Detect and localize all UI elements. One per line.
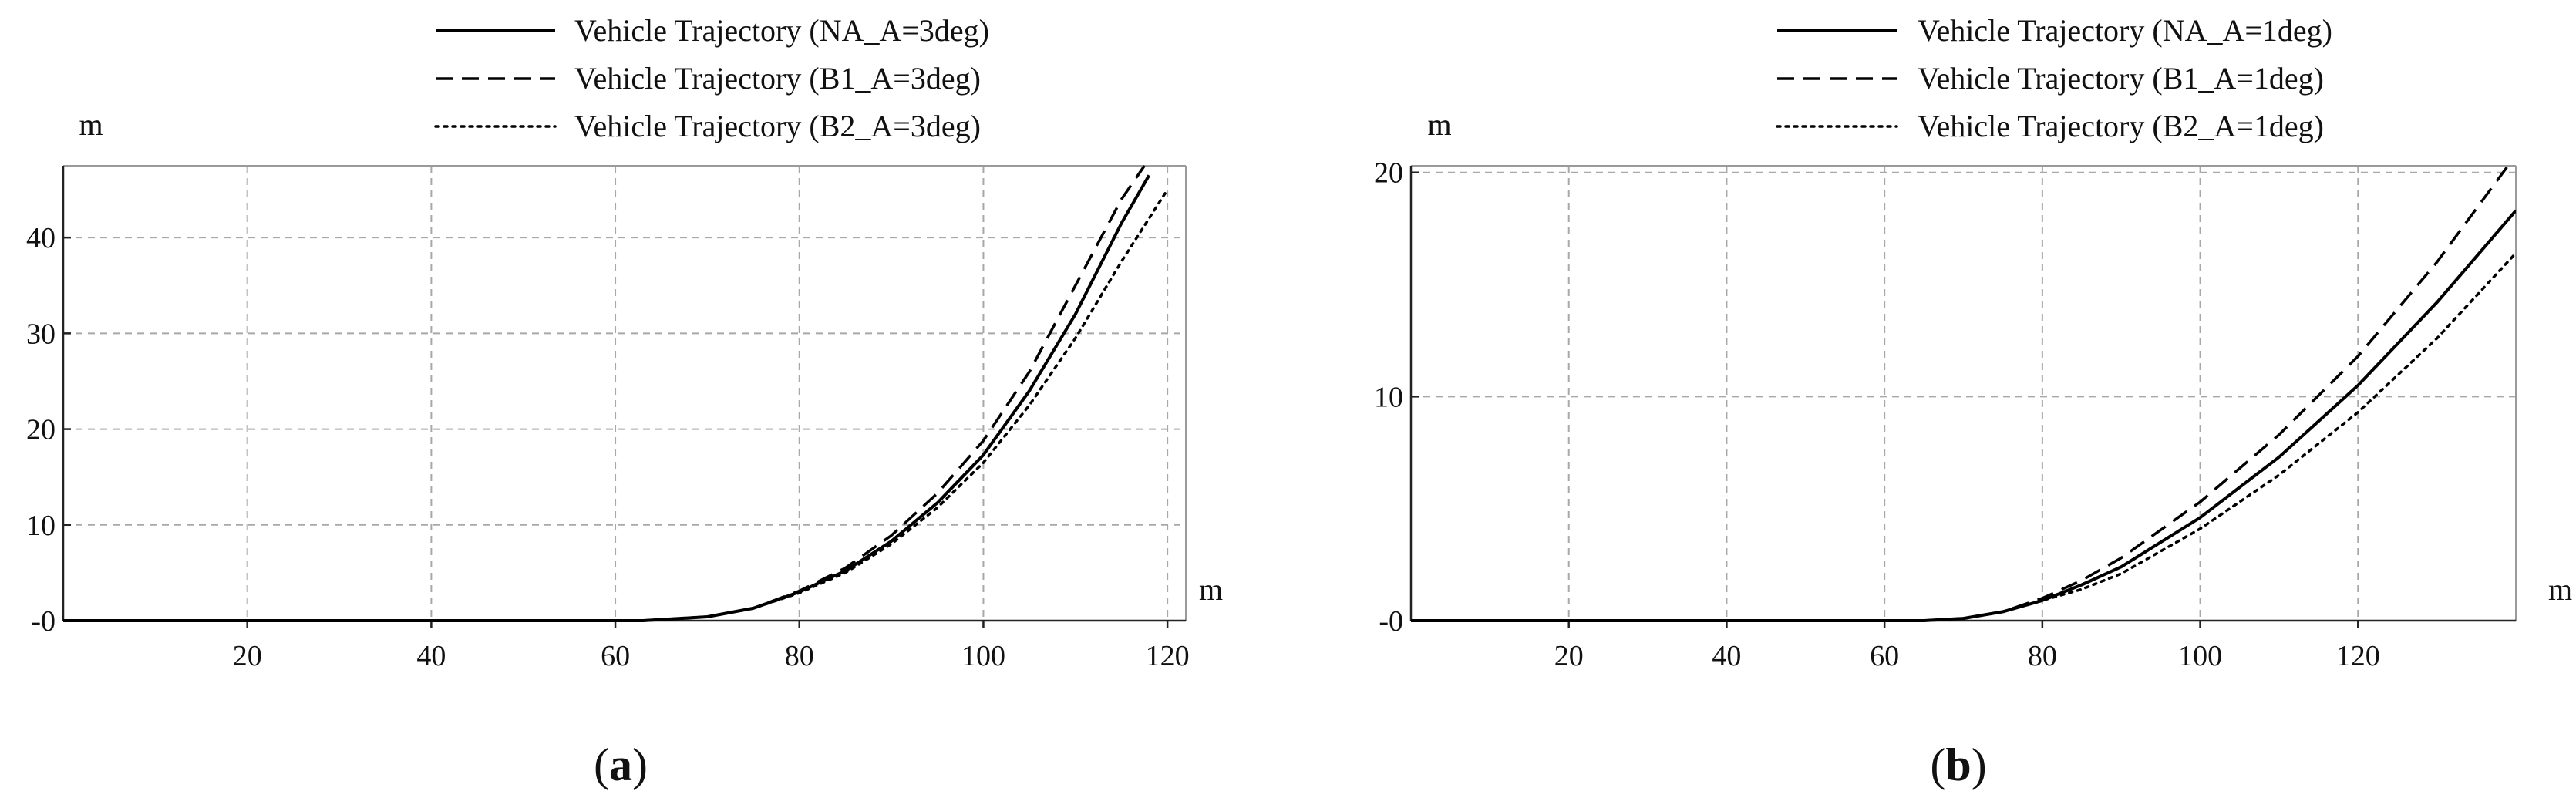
y-tick-label-b: 10 [1374, 381, 1403, 413]
legend-label-dotted-a: Vehicle Trajectory (B2_A=3deg) [574, 109, 981, 143]
y-tick-label-a: 10 [26, 510, 56, 542]
x-tick-label-a: 100 [961, 640, 1005, 672]
y-tick-label-b: -0 [1379, 605, 1403, 638]
series-line-dotted-a [63, 188, 1169, 622]
caption-b-close: ) [1972, 739, 1987, 790]
x-tick-label-b: 100 [2178, 640, 2222, 672]
y-tick-label-a: 30 [26, 318, 56, 350]
legend-label-dashed-b: Vehicle Trajectory (B1_A=1deg) [1918, 61, 2324, 96]
legend-label-solid-b: Vehicle Trajectory (NA_A=1deg) [1918, 13, 2332, 48]
x-tick-label-a: 20 [233, 640, 262, 672]
y-tick-label-a: 20 [26, 414, 56, 446]
chart-panel-a: 20 40 60 80 100 120 -0 10 20 30 40 m m Vehicle Trajec… [26, 13, 1223, 672]
x-tick-label-b: 80 [2028, 640, 2057, 672]
legend-label-dashed-a: Vehicle Trajectory (B1_A=3deg) [574, 61, 981, 96]
y-tick-label-a: -0 [31, 605, 56, 638]
x-tick-label-a: 60 [601, 640, 630, 672]
x-tick-label-b: 20 [1554, 640, 1584, 672]
y-axis-unit-label-b: m [1427, 107, 1451, 142]
caption-a-open: ( [594, 739, 609, 790]
x-tick-label-b: 60 [1870, 640, 1899, 672]
x-tick-label-b: 40 [1712, 640, 1741, 672]
y-axis-unit-label-a: m [79, 107, 103, 142]
legend-label-dotted-b: Vehicle Trajectory (B2_A=1deg) [1918, 109, 2324, 143]
series-line-dashed-b [1411, 164, 2510, 622]
series-line-dotted-b [1411, 251, 2516, 622]
y-tick-label-a: 40 [26, 222, 56, 254]
caption-a-close: ) [632, 739, 648, 790]
caption-b: (b) [1930, 739, 1986, 790]
y-tick-label-b: 20 [1374, 157, 1403, 190]
x-tick-label-a: 40 [416, 640, 446, 672]
caption-a: (a) [594, 739, 648, 790]
series-line-dashed-a [63, 165, 1146, 622]
caption-b-open: ( [1930, 739, 1945, 790]
caption-a-letter: a [609, 739, 632, 790]
series-line-solid-b [1411, 209, 2516, 622]
x-tick-label-a: 80 [785, 640, 814, 672]
x-axis-unit-label-a: m [1199, 572, 1223, 607]
x-axis-unit-label-b: m [2548, 572, 2572, 607]
x-tick-label-a: 120 [1146, 640, 1190, 672]
chart-panel-b: 20 40 60 80 100 120 -0 10 20 m m Vehicle Trajectory… [1374, 13, 2572, 672]
caption-b-letter: b [1945, 739, 1971, 790]
x-tick-label-b: 120 [2336, 640, 2380, 672]
series-line-solid-a [63, 174, 1151, 622]
legend-label-solid-a: Vehicle Trajectory (NA_A=3deg) [574, 13, 989, 48]
